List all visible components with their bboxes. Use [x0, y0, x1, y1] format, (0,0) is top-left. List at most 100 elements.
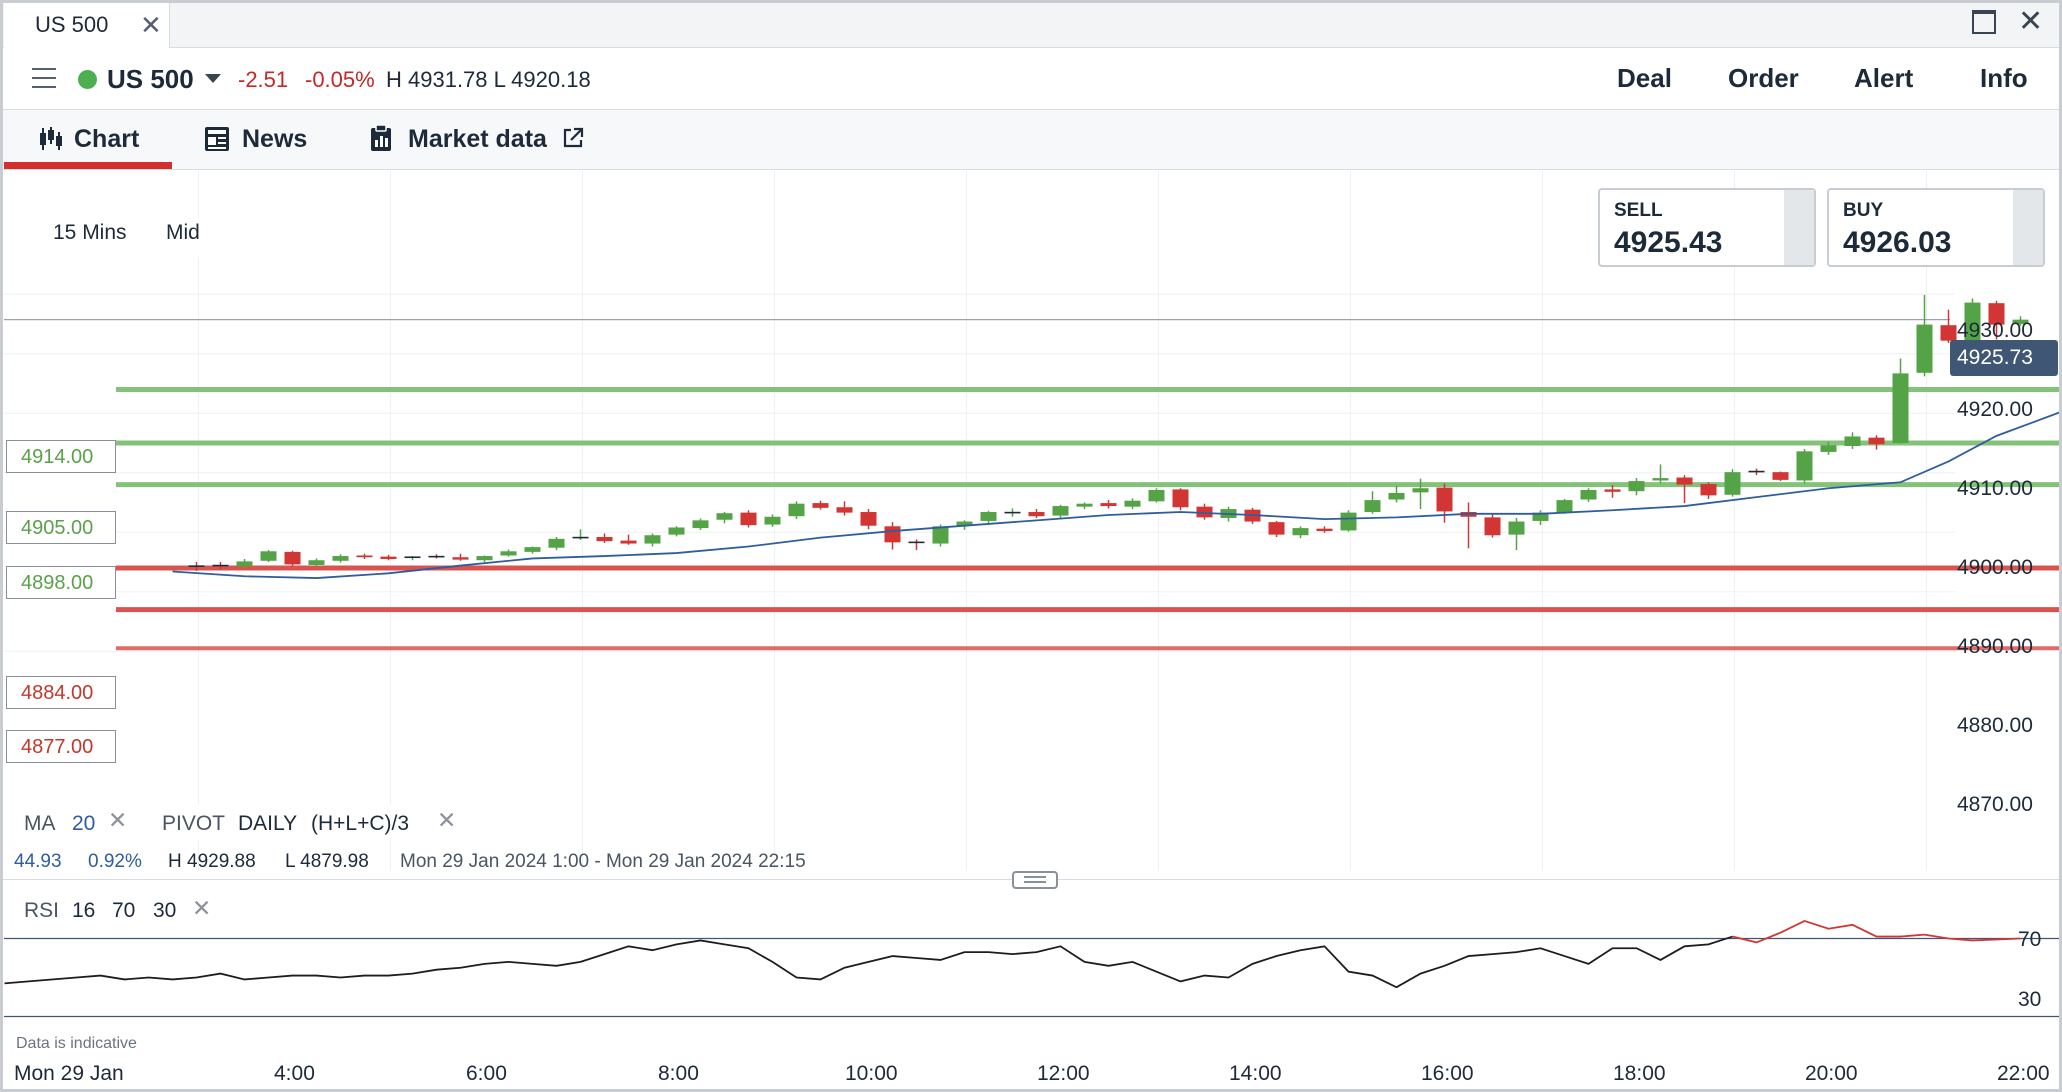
candle [740, 510, 757, 528]
sell-price: 4925.43 [1614, 226, 1723, 259]
candle [524, 546, 541, 554]
candle-body [1268, 522, 1285, 535]
candle-body [1628, 481, 1645, 492]
candle-body [1484, 517, 1501, 536]
close-tab-icon[interactable]: ✕ [140, 10, 162, 40]
pivot-period[interactable]: DAILY [238, 812, 298, 835]
price-chart[interactable] [0, 171, 2062, 1092]
timeframe-label[interactable]: 15 Mins [53, 221, 127, 244]
rsi-period[interactable]: 16 [72, 899, 96, 922]
rsi-label[interactable]: RSI [24, 899, 60, 922]
candle-body [1124, 500, 1141, 507]
deal-button[interactable]: Deal [1617, 63, 1672, 93]
candle-body [1100, 503, 1117, 507]
candle [644, 533, 661, 547]
candle-body [836, 507, 853, 513]
candle-body [740, 512, 757, 526]
sell-label: SELL [1614, 200, 1663, 221]
buy-button[interactable]: BUY 4926.03 [1827, 188, 2045, 267]
x-tick-label: 22:00 [1997, 1062, 2050, 1085]
candle [500, 549, 517, 557]
candle-body [236, 561, 253, 567]
candle [1724, 469, 1741, 497]
ma-line [172, 410, 2062, 579]
chart-area[interactable]: 15 Mins Mid SELL 4925.43 BUY 4926.03 493… [0, 171, 2062, 1092]
candle-body [956, 521, 973, 526]
candle [1484, 513, 1501, 538]
x-tick-label: 10:00 [845, 1062, 898, 1085]
candle-body [1820, 445, 1837, 452]
candle-body [788, 503, 805, 517]
document-tab[interactable]: US 500 ✕ [4, 0, 170, 49]
order-button[interactable]: Order [1728, 63, 1799, 93]
remove-ma-icon[interactable]: ✕ [108, 807, 128, 833]
candle [836, 501, 853, 516]
ma-label[interactable]: MA [24, 812, 56, 835]
candle [404, 556, 421, 561]
close-window-icon[interactable]: ✕ [2018, 5, 2044, 38]
candle-body [764, 516, 781, 525]
buy-label: BUY [1843, 200, 1884, 221]
sell-button[interactable]: SELL 4925.43 [1598, 188, 1816, 267]
remove-pivot-icon[interactable]: ✕ [437, 807, 457, 833]
rsi-line [4, 935, 1733, 989]
alert-button[interactable]: Alert [1854, 63, 1914, 93]
tab-market-data[interactable]: Market data [366, 110, 596, 170]
resize-handle[interactable] [1012, 871, 1058, 889]
timeframe-selector[interactable] [40, 217, 140, 257]
price-type-label[interactable]: Mid [166, 221, 200, 244]
newspaper-icon [205, 127, 229, 151]
tab-chart[interactable]: Chart [4, 110, 172, 170]
level-label[interactable]: 4884.00 [6, 676, 116, 709]
document-tab-label: US 500 [35, 12, 109, 37]
candle-body [1172, 489, 1189, 508]
candle [380, 554, 397, 561]
candle-body [1604, 489, 1621, 492]
candle [1916, 294, 1933, 377]
candle [1556, 498, 1573, 514]
hamburger-menu-icon[interactable] [32, 68, 56, 88]
candle [1076, 502, 1093, 510]
candle [1940, 309, 1957, 344]
candle-body [716, 513, 733, 520]
tab-news[interactable]: News [200, 110, 320, 170]
maximize-icon[interactable] [1972, 10, 1996, 34]
indicator-legend [6, 804, 474, 840]
price-type-selector[interactable] [152, 217, 212, 257]
buy-price: 4926.03 [1843, 226, 1952, 259]
info-button[interactable]: Info [1980, 63, 2028, 93]
pivot-formula[interactable]: (H+L+C)/3 [311, 812, 410, 835]
candle [980, 510, 997, 525]
candle [1172, 488, 1189, 511]
candle-body [1436, 487, 1453, 512]
y-tick-label: 4920.00 [1957, 398, 2033, 421]
candle [428, 554, 445, 559]
candle [764, 514, 781, 527]
y-tick-label: 4870.00 [1957, 793, 2033, 816]
pivot-label[interactable]: PIVOT [162, 812, 226, 835]
level-label[interactable]: 4898.00 [6, 566, 116, 599]
candle [716, 512, 733, 524]
candle [668, 526, 685, 537]
candle [1748, 468, 1765, 476]
ma-period[interactable]: 20 [72, 812, 96, 835]
x-tick-label: 20:00 [1805, 1062, 1858, 1085]
candle-body [476, 556, 493, 561]
x-tick-label: 6:00 [466, 1062, 507, 1085]
candle [356, 553, 373, 560]
candle [572, 529, 589, 540]
chevron-down-icon[interactable] [205, 74, 221, 83]
market-symbol[interactable]: US 500 [107, 64, 194, 94]
level-label[interactable]: 4914.00 [6, 440, 116, 473]
level-label[interactable]: 4877.00 [6, 730, 116, 763]
candle-body [2012, 319, 2029, 324]
rsi-upper[interactable]: 70 [112, 899, 136, 922]
candle [1004, 508, 1021, 517]
candle-body [1772, 472, 1789, 480]
remove-rsi-icon[interactable]: ✕ [192, 895, 212, 921]
candle-body [620, 540, 637, 544]
level-label[interactable]: 4905.00 [6, 511, 116, 544]
rsi-lower[interactable]: 30 [153, 899, 177, 922]
candle [1652, 464, 1669, 484]
candle [188, 562, 205, 571]
